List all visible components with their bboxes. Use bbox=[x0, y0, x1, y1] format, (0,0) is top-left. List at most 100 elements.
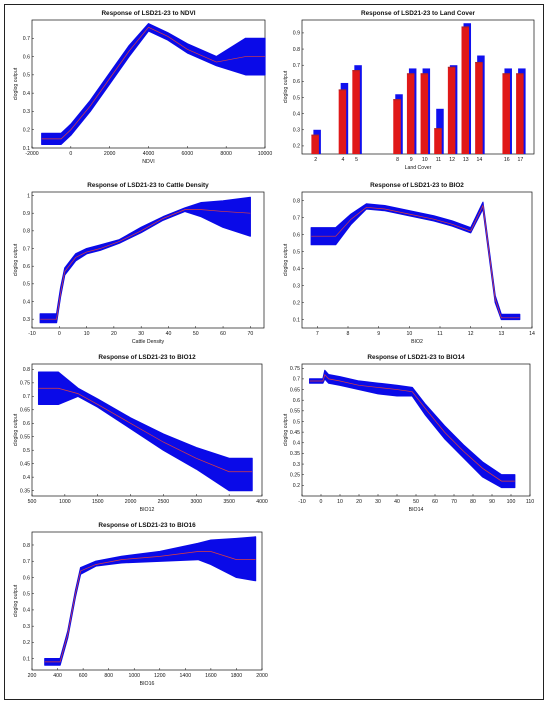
y-tick-label: 0.55 bbox=[290, 409, 300, 415]
bar-value bbox=[461, 26, 470, 154]
x-tick-label: 1000 bbox=[128, 673, 140, 679]
y-tick-label: 0.75 bbox=[20, 381, 30, 387]
bar-lower bbox=[475, 61, 483, 64]
y-axis-label: cloglog output bbox=[13, 243, 19, 276]
panel-landcover: Response of LSD21-23 to Land Cover 0.2 0.3… bbox=[280, 8, 542, 176]
y-tick-label: 0.5 bbox=[23, 448, 30, 454]
bar-value bbox=[434, 128, 442, 154]
x-tick-label: 12 bbox=[449, 157, 455, 163]
mean-response-line bbox=[309, 373, 515, 482]
x-tick-label: 100 bbox=[507, 499, 516, 505]
y-tick-label: 0.3 bbox=[23, 317, 30, 323]
x-axis-label: Cattle Density bbox=[132, 339, 165, 345]
x-tick-label: 2000 bbox=[104, 151, 116, 157]
y-tick-label: 0.4 bbox=[293, 111, 300, 117]
x-tick-label: 10 bbox=[406, 331, 412, 337]
y-tick-label: 0.7 bbox=[23, 246, 30, 252]
bar-lower bbox=[338, 89, 347, 91]
x-tick-label: 10 bbox=[337, 499, 343, 505]
x-tick-label: 500 bbox=[28, 499, 37, 505]
y-tick-label: 0.2 bbox=[23, 128, 30, 134]
chart-bio12: Response of LSD21-23 to BIO12 0.35 0.4 0.45… bbox=[13, 354, 268, 513]
panel-cattle: Response of LSD21-23 to Cattle Density 0.… bbox=[8, 180, 276, 350]
x-tick-label: 8000 bbox=[220, 151, 232, 157]
y-tick-label: 0.8 bbox=[293, 198, 300, 204]
y-axis-label: cloglog output bbox=[13, 67, 19, 100]
bar-value bbox=[502, 73, 510, 154]
chart-ndvi: Response of LSD21-23 to NDVI 0.1 0.2 0.3 0.4… bbox=[13, 10, 273, 165]
x-tick-label: 40 bbox=[166, 331, 172, 337]
bar-lower bbox=[461, 26, 470, 28]
y-tick-label: 0.3 bbox=[293, 462, 300, 468]
x-tick-label: 12 bbox=[468, 331, 474, 337]
chart-title: Response of LSD21-23 to NDVI bbox=[101, 10, 195, 17]
x-tick-label: 20 bbox=[111, 331, 117, 337]
y-tick-label: 0.6 bbox=[293, 398, 300, 404]
x-tick-label: 2000 bbox=[256, 673, 268, 679]
x-tick-label: 3500 bbox=[223, 499, 235, 505]
panel-bio14: Response of LSD21-23 to BIO14 0.2 0.25 0.3 0… bbox=[280, 352, 542, 518]
bar-lower bbox=[434, 128, 442, 130]
bar-lower bbox=[516, 73, 524, 75]
y-tick-label: 0.3 bbox=[23, 109, 30, 115]
y-tick-label: 0.45 bbox=[290, 430, 300, 436]
x-tick-label: 30 bbox=[375, 499, 381, 505]
x-tick-label: 9 bbox=[410, 157, 413, 163]
x-tick-label: 400 bbox=[53, 673, 62, 679]
x-tick-label: -2000 bbox=[25, 151, 38, 157]
x-tick-label: 10000 bbox=[258, 151, 273, 157]
y-tick-label: 0.5 bbox=[293, 95, 300, 101]
y-tick-label: 0.45 bbox=[20, 461, 30, 467]
x-tick-label: -10 bbox=[298, 499, 306, 505]
panel-bio2: Response of LSD21-23 to BIO2 0.1 0.2 0.3 0.4… bbox=[280, 180, 542, 350]
y-tick-label: 0.4 bbox=[23, 475, 30, 481]
x-tick-label: 2500 bbox=[158, 499, 170, 505]
chart-bio14: Response of LSD21-23 to BIO14 0.2 0.25 0.3 0… bbox=[283, 354, 534, 513]
y-tick-label: 0.6 bbox=[23, 54, 30, 60]
x-tick-label: 1200 bbox=[154, 673, 166, 679]
plot-area bbox=[301, 19, 535, 155]
bar-value bbox=[338, 89, 347, 154]
mean-response-line bbox=[44, 551, 256, 663]
y-tick-label: 0.7 bbox=[293, 377, 300, 383]
x-tick-label: 13 bbox=[498, 331, 504, 337]
chart-title: Response of LSD21-23 to BIO12 bbox=[98, 354, 196, 361]
x-tick-label: 5 bbox=[355, 157, 358, 163]
y-tick-label: 0.5 bbox=[293, 249, 300, 255]
y-tick-label: 0.7 bbox=[293, 215, 300, 221]
y-tick-label: 0.7 bbox=[23, 559, 30, 565]
x-tick-label: 4000 bbox=[143, 151, 155, 157]
y-tick-label: 0.6 bbox=[293, 232, 300, 238]
x-tick-label: 0 bbox=[69, 151, 72, 157]
x-tick-label: 10 bbox=[422, 157, 428, 163]
x-tick-label: 70 bbox=[247, 331, 253, 337]
x-tick-label: 50 bbox=[413, 499, 419, 505]
y-tick-label: 0.1 bbox=[23, 656, 30, 662]
y-axis-label: cloglog output bbox=[283, 70, 289, 103]
panel-bio16: Response of LSD21-23 to BIO16 0.1 0.2 0.3 0.… bbox=[8, 520, 276, 692]
chart-bio2: Response of LSD21-23 to BIO2 0.1 0.2 0.3 0.4… bbox=[283, 182, 535, 345]
x-tick-label: 80 bbox=[470, 499, 476, 505]
y-axis-label: cloglog output bbox=[13, 413, 19, 446]
y-tick-label: 0.6 bbox=[23, 264, 30, 270]
bar-lower bbox=[447, 66, 456, 69]
confidence-band bbox=[37, 371, 253, 492]
x-tick-label: 70 bbox=[451, 499, 457, 505]
y-tick-label: 0.8 bbox=[23, 229, 30, 235]
x-tick-label: -10 bbox=[28, 331, 36, 337]
x-tick-label: 3000 bbox=[191, 499, 203, 505]
x-tick-label: 600 bbox=[79, 673, 88, 679]
figure-frame bbox=[4, 4, 544, 700]
x-tick-label: 40 bbox=[394, 499, 400, 505]
chart-title: Response of LSD21-23 to BIO2 bbox=[370, 182, 464, 189]
y-tick-label: 0.8 bbox=[23, 543, 30, 549]
x-tick-label: 14 bbox=[477, 157, 483, 163]
x-tick-label: 4000 bbox=[256, 499, 268, 505]
y-tick-label: 0.9 bbox=[293, 31, 300, 37]
x-tick-label: 1800 bbox=[231, 673, 243, 679]
bar-value bbox=[406, 73, 415, 154]
y-tick-label: 0.4 bbox=[293, 266, 300, 272]
x-tick-label: 0 bbox=[58, 331, 61, 337]
y-tick-label: 0.2 bbox=[293, 483, 300, 489]
chart-landcover: Response of LSD21-23 to Land Cover 0.2 0.3… bbox=[283, 10, 535, 171]
